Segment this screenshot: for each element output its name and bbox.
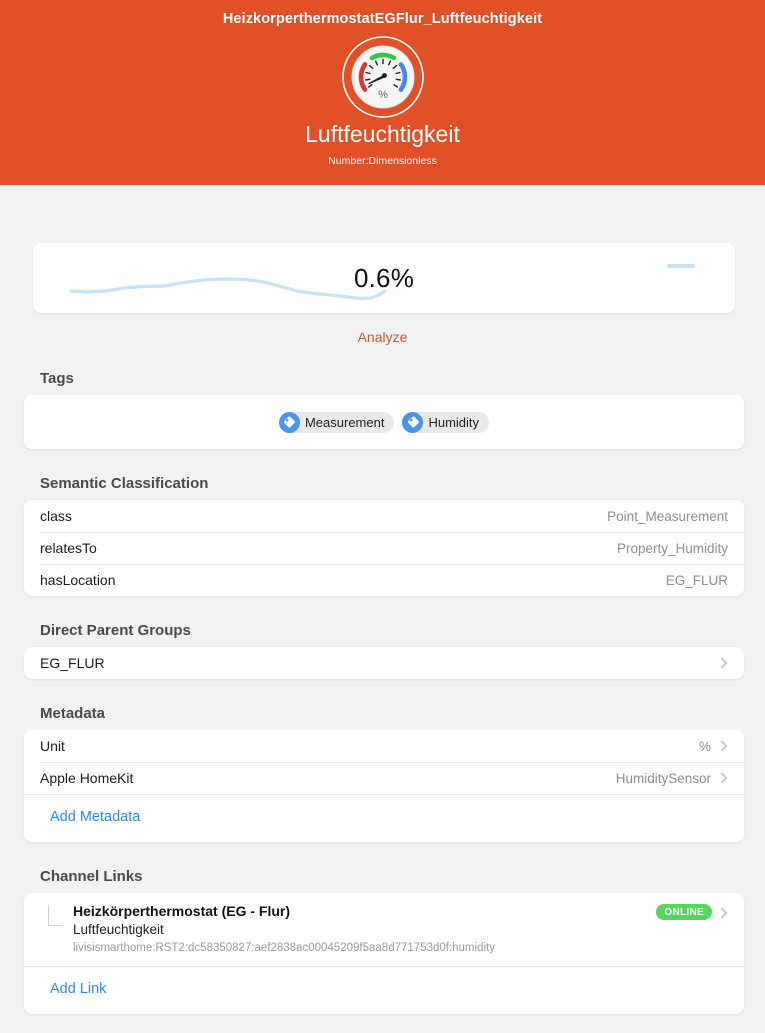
row-label: EG_FLUR [40,655,105,671]
item-label: Luftfeuchtigkeit [305,121,460,147]
metadata-section-title: Metadata [40,705,106,722]
semantic-row-relatesto: relatesTo Property_Humidity [24,532,744,564]
tag-chip-label: Measurement [304,414,385,430]
chevron-right-icon [716,657,728,669]
item-header: HeizkorperthermostatEGFlur_Luftfeuchtigk… [0,0,765,185]
add-metadata-button[interactable]: Add Metadata [50,809,141,825]
row-label: class [40,508,72,524]
chevron-right-icon [716,772,728,784]
linked-channel-label: Luftfeuchtigkeit [73,922,164,937]
parent-group-row-eg-flur[interactable]: EG_FLUR [24,647,744,679]
channel-link-texts: Heizkörperthermostat (EG - Flur) Luftfeu… [73,902,648,956]
item-state-card[interactable]: 0.6% [33,243,735,313]
item-state-value: 0.6% [353,263,415,293]
chevron-right-icon [716,907,728,919]
metadata-row-apple-homekit[interactable]: Apple HomeKit HumiditySensor [24,762,744,794]
analyze-row: Analyze [0,329,765,345]
row-label: Unit [40,738,65,754]
state-sparkline-chart [69,277,387,301]
channel-links-section-title: Channel Links [40,868,143,885]
row-value: EG_FLUR [665,572,728,588]
add-metadata-row: Add Metadata [24,794,744,842]
thing-status-badge: ONLINE [656,904,712,920]
sparkline-legend-dash [667,264,695,268]
row-label: hasLocation [40,572,116,588]
chevron-right-icon [716,740,728,752]
semantic-row-class: class Point_Measurement [24,500,744,532]
tag-icon [278,411,300,433]
row-label: relatesTo [40,540,97,556]
channel-links-card: Heizkörperthermostat (EG - Flur) Luftfeu… [24,893,744,1014]
semantic-section-title: Semantic Classification [40,475,209,492]
row-value: Property_Humidity [616,540,728,556]
row-after: HumiditySensor [616,771,728,786]
channel-branch-icon [48,905,63,926]
tags-card: Measurement Humidity [24,395,744,449]
row-value: Point_Measurement [607,508,728,524]
tag-chip-measurement: Measurement [278,411,395,433]
row-value: % [698,738,711,754]
channel-link-row[interactable]: Heizkörperthermostat (EG - Flur) Luftfeu… [24,893,744,966]
add-link-row: Add Link [24,966,744,1014]
humidity-gauge-icon: % [341,35,425,119]
tag-chip-list: Measurement Humidity [278,411,490,433]
linked-thing-label: Heizkörperthermostat (EG - Flur) [73,903,291,919]
parent-groups-section-title: Direct Parent Groups [40,622,191,639]
metadata-row-unit[interactable]: Unit % [24,730,744,762]
tag-chip-humidity: Humidity [402,411,490,433]
metadata-card: Unit % Apple HomeKit HumiditySensor Add … [24,730,744,842]
page-title: HeizkorperthermostatEGFlur_Luftfeuchtigk… [222,11,543,27]
row-after [716,657,728,669]
tag-icon [402,411,424,433]
svg-text:%: % [378,89,388,101]
item-type: Number:Dimensionless [328,155,437,167]
row-label: Apple HomeKit [40,770,134,786]
parent-groups-card: EG_FLUR [24,647,744,679]
linked-channel-uid: livisismarthome:RST2:dc58350827:aef2838a… [73,942,495,954]
item-details-content: 0.6% Analyze Tags Measurement [0,243,765,1033]
add-link-button[interactable]: Add Link [50,981,107,997]
semantic-classification-card: class Point_Measurement relatesTo Proper… [24,500,744,596]
tags-section-title: Tags [40,370,74,387]
row-value: HumiditySensor [615,770,711,786]
tag-chip-label: Humidity [428,414,480,430]
row-after: % [699,739,728,754]
analyze-link[interactable]: Analyze [357,329,408,345]
semantic-row-haslocation: hasLocation EG_FLUR [24,564,744,596]
